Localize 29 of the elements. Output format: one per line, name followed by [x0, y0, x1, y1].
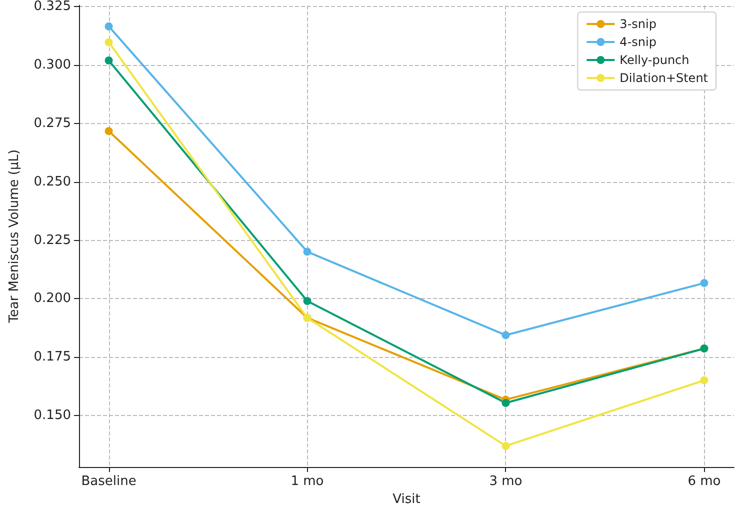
x-tick-label: Baseline [81, 474, 136, 489]
x-tick-label: 3 mo [489, 474, 522, 489]
y-tick-label: 0.250 [34, 174, 71, 190]
x-tick-label: 6 mo [688, 474, 721, 489]
y-tick-label: 0.200 [34, 291, 71, 306]
point [502, 442, 510, 450]
point [104, 22, 113, 30]
legend-label: Kelly-punch [620, 53, 690, 67]
y-tick-label: 0.150 [34, 408, 71, 424]
x-axis-title: Visit [392, 492, 420, 507]
x-tick-label: 1 mo [290, 474, 324, 489]
y-tick-label: 0.175 [34, 350, 71, 365]
legend-label: 4-snip [620, 35, 656, 49]
point [104, 56, 113, 64]
point [700, 376, 708, 384]
point [104, 38, 113, 46]
point [303, 248, 312, 256]
y-tick-label: 0.225 [34, 232, 71, 248]
point [502, 331, 510, 340]
point [303, 297, 312, 306]
point [104, 127, 113, 136]
point [502, 398, 510, 407]
y-tick-label: 0.325 [34, 0, 71, 14]
y-tick-label: 0.300 [34, 57, 71, 72]
legend-label: Dilation+Stent [620, 71, 708, 85]
y-axis-title: Tear Meniscus Volume (µL) [7, 149, 22, 324]
legend-label: 3-snip [620, 17, 656, 31]
y-tick-label: 0.275 [34, 116, 71, 131]
point [700, 279, 708, 288]
